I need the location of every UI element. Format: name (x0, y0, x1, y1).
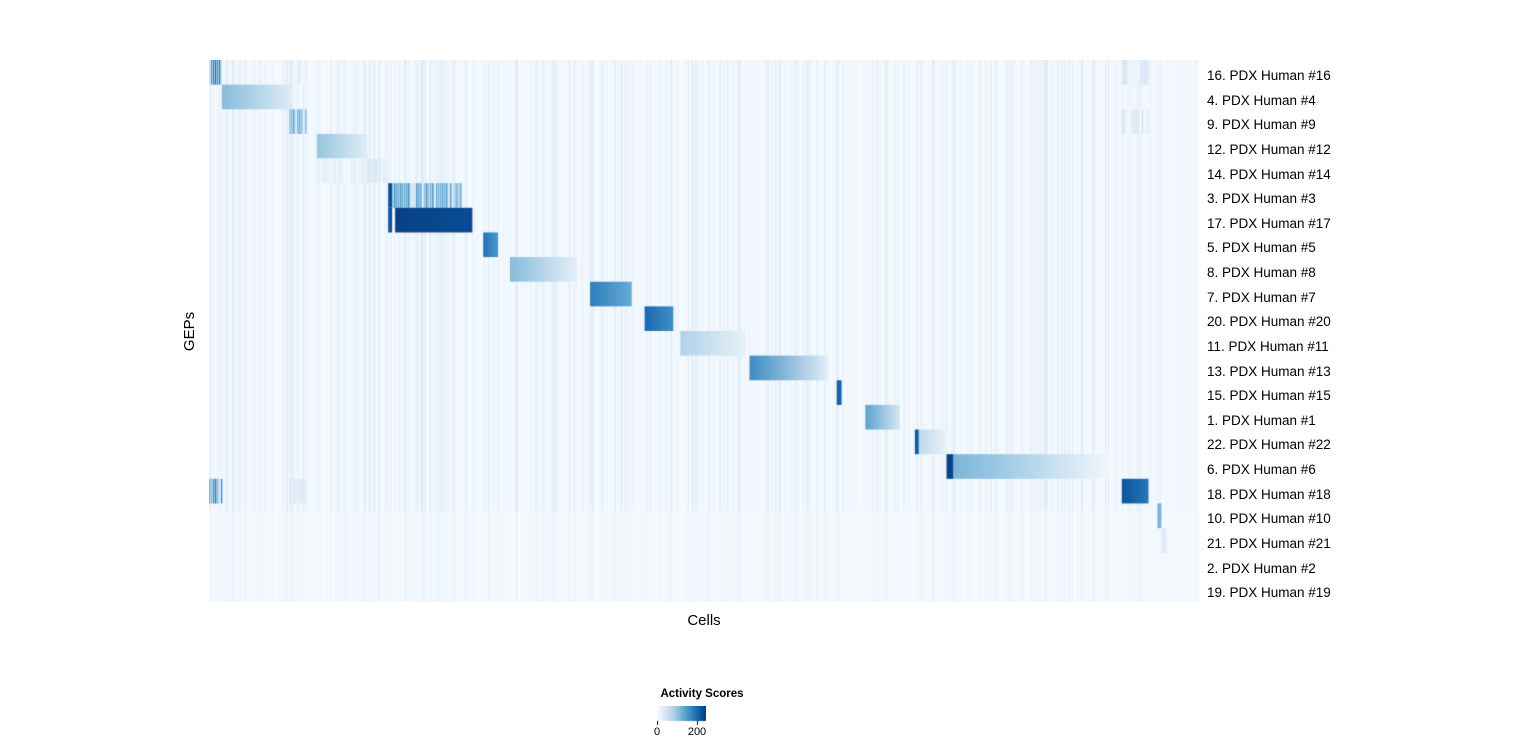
row-label: 5. PDX Human #5 (1207, 240, 1316, 256)
row-label: 16. PDX Human #16 (1207, 68, 1331, 83)
legend-tick-label: 200 (687, 726, 707, 738)
row-labels: 16. PDX Human #16 4. PDX Human #4 9. PDX H… (1207, 64, 1537, 606)
row-label: 20. PDX Human #20 (1207, 314, 1331, 330)
y-axis-label: GEPs (178, 60, 202, 602)
row-label: 13. PDX Human #13 (1207, 363, 1331, 379)
legend-tick-label: 0 (653, 726, 661, 738)
row-label: 11. PDX Human #11 (1207, 338, 1329, 354)
heatmap-canvas (209, 60, 1199, 602)
row-label: 19. PDX Human #19 (1207, 585, 1331, 601)
x-axis-label: Cells (687, 612, 721, 629)
row-label: 2. PDX Human #2 (1207, 560, 1316, 576)
row-label: 4. PDX Human #4 (1207, 92, 1316, 108)
row-label: 22. PDX Human #22 (1207, 437, 1331, 453)
y-axis-label-text: GEPs (181, 311, 199, 351)
row-label: 10. PDX Human #10 (1207, 511, 1331, 527)
row-label: 21. PDX Human #21 (1207, 535, 1331, 551)
row-label: 7. PDX Human #7 (1207, 289, 1316, 305)
row-label: 12. PDX Human #12 (1207, 141, 1331, 157)
legend-title: Activity Scores (660, 688, 744, 700)
legend-ticks: 0 200 (653, 726, 707, 740)
legend-colorbar (657, 706, 706, 726)
legend: Activity Scores 0 200 (653, 688, 749, 742)
row-label: 6. PDX Human #6 (1207, 462, 1316, 477)
row-label: 18. PDX Human #18 (1207, 486, 1331, 502)
row-label: 15. PDX Human #15 (1207, 388, 1331, 404)
row-label: 17. PDX Human #17 (1207, 215, 1331, 231)
row-label: 14. PDX Human #14 (1207, 166, 1331, 182)
row-label: 8. PDX Human #8 (1207, 265, 1316, 280)
row-label: 3. PDX Human #3 (1207, 191, 1316, 207)
row-label: 9. PDX Human #9 (1207, 117, 1316, 133)
row-label: 1. PDX Human #1 (1207, 412, 1316, 428)
